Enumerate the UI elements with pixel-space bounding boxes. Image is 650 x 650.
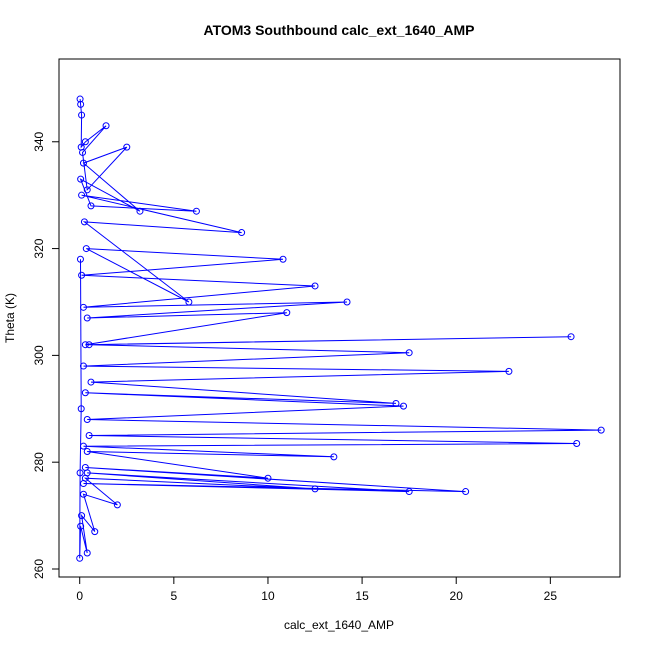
data-point [79,362,87,370]
data-point [76,469,84,477]
data-series [76,95,605,562]
y-axis-label: Theta (K) [3,293,17,343]
data-point [78,512,86,520]
chart-title: ATOM3 Southbound calc_ext_1640_AMP [204,22,475,38]
data-point [80,218,88,226]
data-point [400,402,408,410]
data-point [311,485,319,493]
x-axis-label: calc_ext_1640_AMP [284,618,394,632]
y-tick-label: 320 [32,238,46,258]
data-point [192,207,200,215]
data-point [77,405,85,413]
y-tick-label: 280 [32,452,46,472]
data-point [567,333,575,341]
data-point [83,186,91,194]
data-point [405,488,413,496]
x-tick-label: 15 [355,589,369,603]
data-point [238,229,246,237]
data-point [392,399,400,407]
x-axis: 0 5 10 15 20 25 [76,576,558,603]
data-point [283,309,291,317]
data-point [462,488,470,496]
data-point [85,431,93,439]
data-point [343,298,351,306]
data-point [91,528,99,536]
data-point [87,202,95,210]
data-point [81,389,89,397]
x-tick-label: 5 [170,589,177,603]
data-point [83,415,91,423]
data-point [79,303,87,311]
data-point [597,426,605,434]
x-tick-label: 0 [76,589,83,603]
y-tick-label: 260 [32,559,46,579]
data-point [77,175,85,183]
series-line [79,99,602,559]
data-point [78,111,86,119]
data-point [85,341,93,349]
x-tick-label: 10 [261,589,275,603]
data-point [505,367,513,375]
plot-frame [58,58,621,578]
data-point [82,245,90,253]
data-point [79,159,87,167]
data-point [78,191,86,199]
data-point [573,439,581,447]
data-point [76,255,84,263]
data-point [83,549,91,557]
data-point [81,138,89,146]
data-point [264,474,272,482]
data-point [185,298,193,306]
data-point [81,341,89,349]
y-axis: 260 280 300 320 340 [32,131,60,579]
data-point [76,95,84,103]
data-point [78,271,86,279]
data-point [123,143,131,151]
data-point [102,122,110,130]
y-tick-label: 340 [32,131,46,151]
data-point [311,282,319,290]
data-point [83,448,91,456]
data-point [77,100,85,108]
data-point [79,490,87,498]
data-point [279,255,287,263]
data-point [81,474,89,482]
data-point [330,453,338,461]
x-tick-label: 20 [450,589,464,603]
data-point [79,148,87,156]
y-tick-label: 300 [32,345,46,365]
data-point [83,314,91,322]
data-point [113,501,121,509]
data-point [87,378,95,386]
data-point [77,522,85,530]
x-tick-label: 25 [544,589,558,603]
data-point [405,349,413,357]
data-point [136,207,144,215]
data-point [76,554,84,562]
data-point [79,442,87,450]
